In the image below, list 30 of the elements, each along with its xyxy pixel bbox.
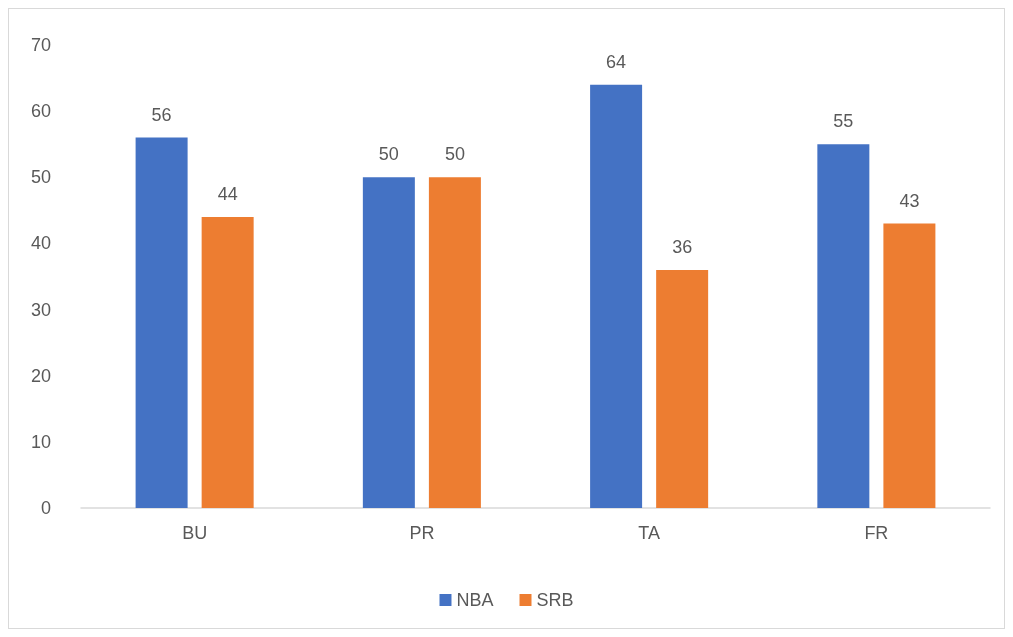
y-tick-label: 40 [30, 233, 51, 254]
data-label: 36 [672, 236, 693, 257]
data-label: 44 [217, 183, 238, 204]
legend-label: NBA [456, 590, 494, 610]
bar [428, 177, 481, 508]
y-tick-label: 60 [30, 101, 51, 122]
bar [135, 137, 188, 508]
data-label: 50 [444, 144, 465, 165]
bar [883, 223, 936, 508]
data-label: 43 [899, 190, 920, 211]
data-label: 55 [833, 111, 854, 132]
bar [362, 177, 415, 508]
bar [656, 269, 709, 508]
x-tick-label: BU [182, 523, 208, 543]
data-label: 56 [151, 104, 172, 125]
data-label: 64 [606, 51, 627, 72]
x-tick-label: PR [409, 523, 435, 543]
y-tick-label: 0 [40, 498, 51, 518]
data-label: 50 [378, 144, 399, 165]
y-tick-label: 20 [30, 365, 51, 386]
y-tick-label: 10 [30, 431, 51, 452]
bar [590, 84, 643, 508]
x-tick-label: TA [638, 523, 660, 543]
x-tick-label: FR [864, 523, 889, 543]
bar [817, 144, 870, 508]
bar [201, 216, 254, 508]
y-tick-label: 30 [30, 299, 51, 320]
y-tick-label: 50 [30, 167, 51, 188]
y-tick-label: 70 [30, 35, 51, 55]
legend-label: SRB [536, 590, 574, 610]
